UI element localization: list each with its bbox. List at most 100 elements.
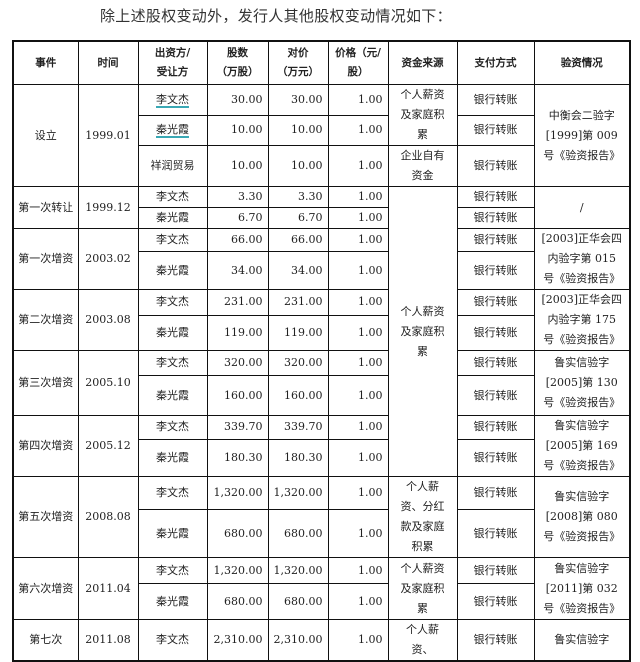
table-row: 秦光霞 34.00 34.00 1.00 银行转账: [13, 251, 630, 290]
price-cell: 1.00: [327, 227, 389, 253]
party-cell: 祥润贸易: [137, 145, 208, 187]
party-cell: 秦光霞: [137, 509, 208, 558]
shares-cell: 231.00: [206, 289, 269, 316]
party-name: 秦光霞: [156, 123, 189, 139]
consideration-cell: 180.30: [267, 438, 329, 478]
shares-cell: 680.00: [206, 583, 269, 620]
shares-cell: 30.00: [206, 84, 269, 116]
party-cell: 李文杰: [137, 227, 208, 253]
party-name: 李文杰: [156, 486, 189, 500]
consideration-cell: 680.00: [267, 509, 329, 558]
verification-cell: /: [533, 186, 631, 229]
party-name: 李文杰: [156, 420, 189, 434]
event-cell: 第一次增资: [12, 228, 79, 290]
party-cell: 李文杰: [137, 619, 208, 662]
party-cell: 李文杰: [137, 350, 208, 376]
party-cell: 李文杰: [137, 289, 208, 316]
table-row: 第一次增资 2003.02 李文杰 66.00 66.00 1.00 银行转账 [2003]正…: [12, 227, 631, 290]
price-cell: 1.00: [327, 114, 389, 146]
header-party: 出资方/受让方: [137, 40, 208, 85]
party-cell: 秦光霞: [137, 207, 208, 229]
payment-method-cell: 银行转账: [456, 84, 535, 116]
party-cell: 秦光霞: [137, 583, 208, 620]
shares-cell: 6.70: [206, 207, 269, 229]
table-row: 第六次增资 2011.04 李文杰 1,320.00 1,320.00 1.00 个人薪资及…: [12, 557, 631, 620]
party-cell: 秦光霞: [137, 251, 208, 290]
party-cell: 李文杰: [137, 84, 208, 116]
consideration-cell: 3.30: [267, 186, 329, 208]
fund-source-cell: 企业自有资金: [387, 145, 458, 187]
party-cell: 秦光霞: [137, 314, 208, 352]
date-cell: 2011.04: [77, 557, 139, 620]
table-row: 第五次增资 2008.08 李文杰 1,320.00 1,320.00 1.00 个人薪资、…: [12, 475, 631, 558]
party-name: 李文杰: [156, 563, 189, 577]
fund-source-cell: 个人薪资、分红款及家庭积累: [387, 476, 458, 558]
date-cell: 2003.08: [77, 289, 139, 351]
payment-method-cell: 银行转账: [456, 207, 535, 229]
fund-source-cell: 个人薪资及家庭积累: [387, 557, 458, 620]
consideration-cell: 6.70: [267, 207, 329, 229]
shares-cell: 10.00: [206, 114, 269, 146]
payment-method-cell: 银行转账: [456, 251, 535, 290]
header-label: 价格（元/股）: [335, 47, 381, 78]
price-cell: 1.00: [327, 350, 389, 376]
payment-method-cell: 银行转账: [456, 145, 535, 187]
date-cell: 2011.08: [77, 619, 139, 662]
event-cell: 第三次增资: [12, 350, 79, 416]
event-cell: 第六次增资: [12, 557, 79, 620]
header-line: 受让方: [156, 66, 189, 78]
consideration-cell: 231.00: [267, 289, 329, 316]
shares-cell: 180.30: [206, 438, 269, 478]
event-cell: 设立: [12, 84, 79, 187]
payment-method-cell: 银行转账: [456, 438, 535, 478]
header-consideration: 对价（万元）: [267, 40, 329, 85]
table-row: 第三次增资 2005.10 李文杰 320.00 320.00 1.00 银行转账 鲁实信验字…: [12, 350, 631, 416]
party-name: 李文杰: [156, 633, 189, 646]
party-cell: 秦光霞: [137, 375, 208, 416]
consideration-cell: 119.00: [267, 314, 329, 352]
event-cell: 第七次: [12, 619, 79, 662]
table-row: 秦光霞 6.70 6.70 1.00 银行转账: [13, 207, 630, 229]
consideration-cell: 1,320.00: [267, 557, 329, 584]
verification-cell: 鲁实信验字[2005]第 169 号《验资报告》: [533, 415, 631, 477]
event-cell: 第一次转让: [12, 186, 79, 229]
price-cell: 1.00: [327, 375, 389, 416]
fund-source-cell: 个人薪资及家庭积累: [387, 186, 458, 477]
table-row: 秦光霞 180.30 180.30 1.00 银行转账: [13, 438, 630, 478]
table-row: 秦光霞 119.00 119.00 1.00 银行转账: [13, 314, 630, 352]
header-event: 事件: [12, 40, 79, 85]
date-cell: 1999.01: [77, 84, 139, 187]
verification-cell: 中衡会二验字[1999]第 009 号《验资报告》: [533, 84, 631, 187]
header-line: 时间: [97, 56, 119, 69]
payment-method-cell: 银行转账: [456, 415, 535, 440]
party-cell: 李文杰: [137, 415, 208, 440]
consideration-cell: 2,310.00: [267, 619, 329, 662]
payment-method-cell: 银行转账: [456, 114, 535, 146]
header-line: 事件: [35, 56, 57, 69]
party-name: 秦光霞: [156, 211, 189, 224]
fund-source-cell: 个人薪资、: [387, 619, 458, 662]
header-line: 支付方式: [474, 56, 517, 69]
shares-cell: 119.00: [206, 314, 269, 352]
consideration-cell: 10.00: [267, 114, 329, 146]
table-row: 秦光霞 680.00 680.00 1.00 银行转账: [13, 509, 630, 558]
header-line: 验资情况: [560, 56, 603, 69]
table-row: 第四次增资 2005.12 李文杰 339.70 339.70 1.00 银行转账 鲁实信验字…: [12, 415, 631, 477]
payment-method-cell: 银行转账: [456, 375, 535, 416]
verification-cell: 鲁实信验字[2011]第 032 号《验资报告》: [533, 557, 631, 620]
payment-method-cell: 银行转账: [456, 186, 535, 208]
table-row: 第二次增资 2003.08 李文杰 231.00 231.00 1.00 银行转账 [2003…: [12, 289, 631, 351]
payment-method-cell: 银行转账: [456, 619, 535, 662]
price-cell: 1.00: [327, 145, 389, 187]
event-cell: 第五次增资: [12, 476, 79, 558]
payment-method-cell: 银行转账: [456, 557, 535, 584]
header-line: 资金来源: [401, 56, 444, 69]
payment-method-cell: 银行转账: [456, 475, 535, 511]
verification-cell: [2003]正华会四内验字第 015 号《验资报告》: [533, 228, 631, 290]
shares-cell: 2,310.00: [206, 619, 269, 662]
party-name: 秦光霞: [156, 526, 189, 540]
shares-cell: 10.00: [206, 145, 269, 187]
party-name: 祥润贸易: [150, 159, 195, 172]
header-shares: 股数（万股）: [206, 40, 269, 85]
payment-method-cell: 银行转账: [456, 583, 535, 620]
